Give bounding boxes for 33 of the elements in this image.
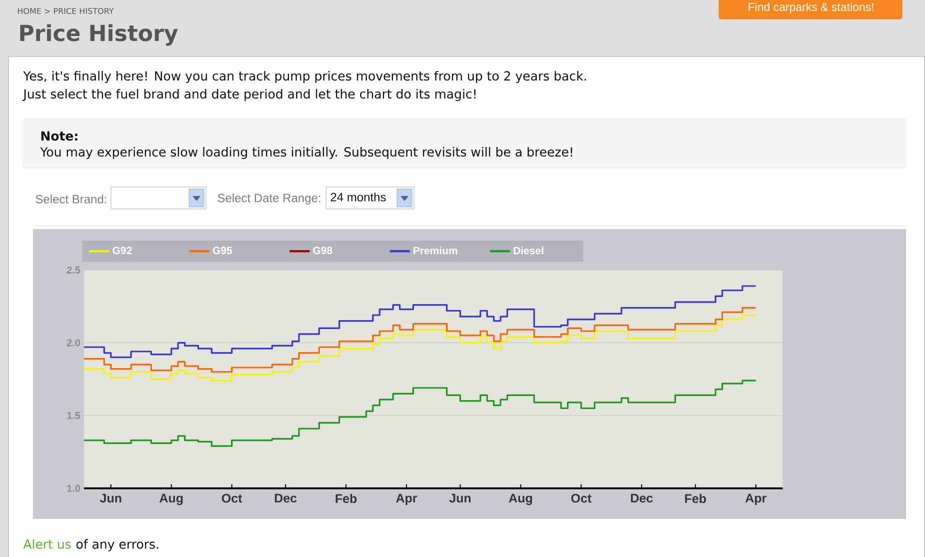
x-tick-label: Feb: [336, 494, 357, 504]
legend-label: Diesel: [514, 246, 544, 254]
text: Just select the fuel brand and date period and let the chart do its magic!: [22, 88, 476, 102]
text: of any errors.: [76, 539, 158, 552]
text: Select Date Range:: [218, 193, 320, 205]
x-tick-label: Aug: [160, 494, 183, 506]
chart-title: Price History: [20, 24, 178, 46]
text: Yes, it's finally here! Now you can track pump prices movements from up to 2 years back.: [23, 70, 586, 84]
text: Find carparks & stations!: [748, 2, 874, 14]
x-tick-label: Apr: [745, 494, 766, 506]
x-tick-label: Feb: [685, 494, 706, 504]
x-tick-label: Apr: [396, 494, 418, 506]
legend-label: G92: [112, 246, 132, 254]
x-tick-label: Oct: [571, 494, 592, 503]
x-tick-label: Aug: [508, 494, 532, 506]
legend-label: G95: [212, 246, 232, 254]
text: You may experience slow loading times initially. Subsequent revisits will be a breeze!: [40, 146, 572, 160]
legend-label: Premium: [414, 246, 458, 254]
text: Note:: [41, 131, 78, 141]
text: HOME > PRICE HISTORY: [18, 8, 114, 14]
y-tick-label: 2.0: [66, 339, 80, 346]
legend-label: G98: [313, 246, 332, 254]
y-tick-label: 1.0: [67, 484, 80, 492]
text: Alert us: [23, 539, 71, 549]
y-tick-label: 1.5: [67, 412, 80, 420]
y-tick-label: 2.5: [66, 266, 80, 274]
x-tick-label: Jun: [449, 494, 471, 503]
x-tick-label: Dec: [630, 494, 653, 503]
text: Select Brand:: [36, 194, 106, 204]
x-tick-label: Oct: [222, 494, 242, 503]
text: 24 months: [330, 192, 386, 202]
x-tick-label: Jun: [100, 494, 122, 503]
x-tick-label: Dec: [274, 494, 297, 503]
